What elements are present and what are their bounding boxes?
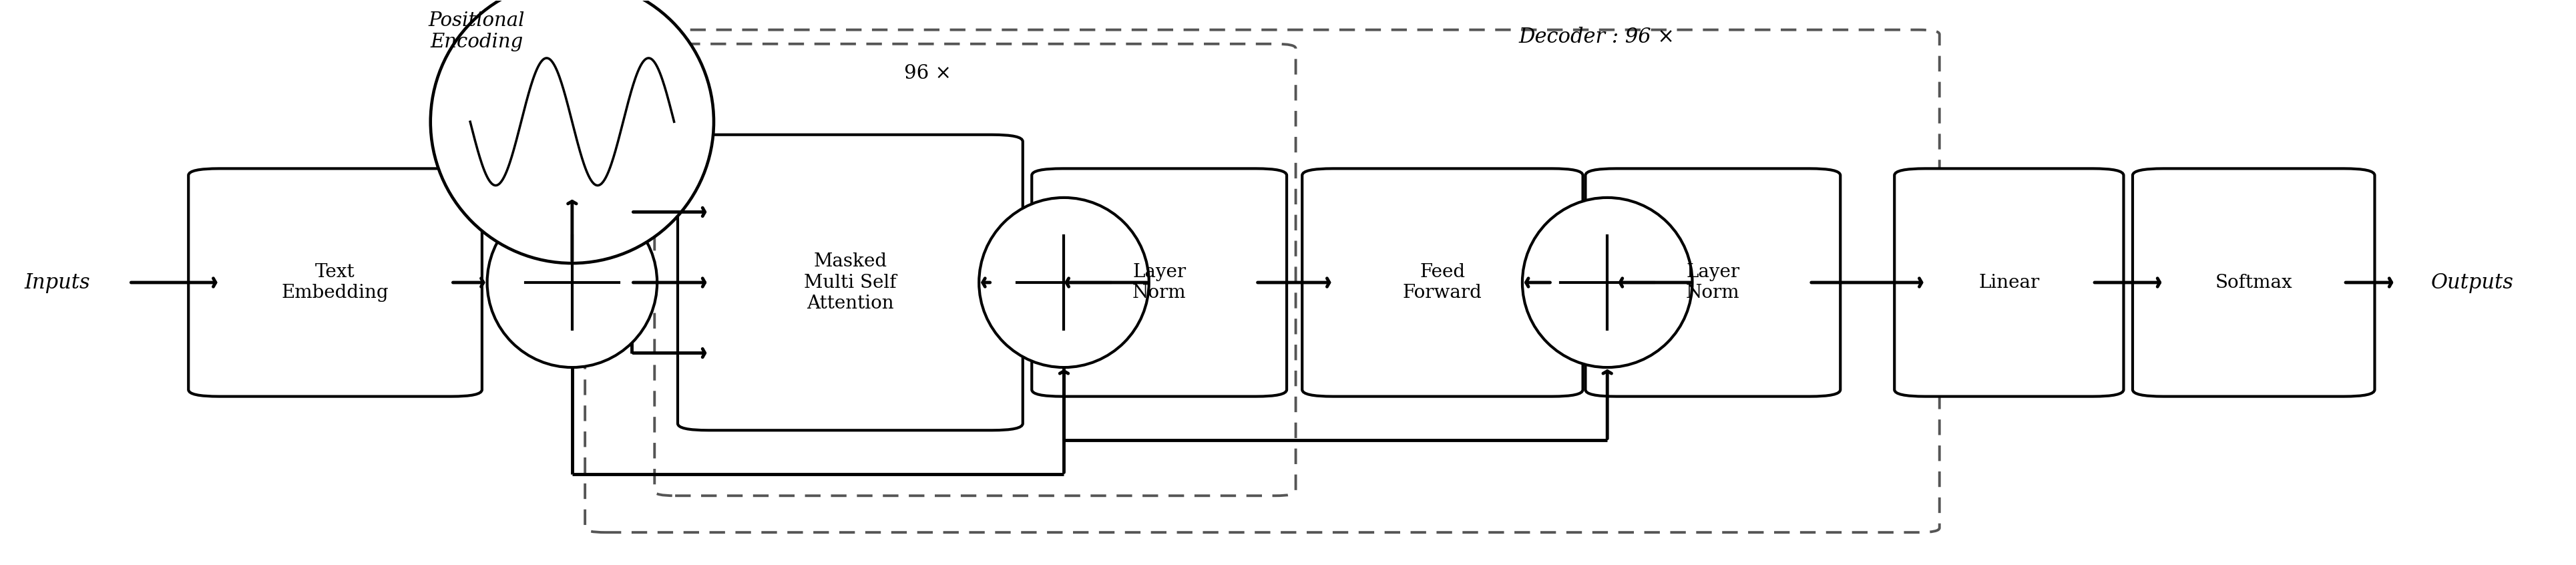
FancyBboxPatch shape (1893, 168, 2123, 397)
FancyBboxPatch shape (1033, 168, 1288, 397)
FancyBboxPatch shape (585, 30, 1940, 532)
Text: Feed
Forward: Feed Forward (1404, 263, 1481, 302)
Ellipse shape (979, 198, 1149, 367)
Text: Softmax: Softmax (2215, 273, 2293, 292)
Text: Text
Embedding: Text Embedding (281, 263, 389, 302)
FancyBboxPatch shape (677, 134, 1023, 431)
FancyBboxPatch shape (654, 44, 1296, 496)
Text: Masked
Multi Self
Attention: Masked Multi Self Attention (804, 253, 896, 312)
Text: Layer
Norm: Layer Norm (1685, 263, 1739, 302)
FancyBboxPatch shape (188, 168, 482, 397)
Text: Positional
Encoding: Positional Encoding (428, 11, 526, 51)
Ellipse shape (430, 0, 714, 263)
FancyBboxPatch shape (1301, 168, 1582, 397)
Text: Outputs: Outputs (2432, 272, 2514, 293)
Text: Layer
Norm: Layer Norm (1133, 263, 1185, 302)
Text: Inputs: Inputs (23, 272, 90, 293)
Ellipse shape (487, 198, 657, 367)
Text: Decoder : 96 ×: Decoder : 96 × (1520, 27, 1674, 47)
FancyBboxPatch shape (1584, 168, 1839, 397)
Text: Linear: Linear (1978, 273, 2040, 292)
Text: 96 ×: 96 × (904, 64, 951, 83)
FancyBboxPatch shape (2133, 168, 2375, 397)
Ellipse shape (1522, 198, 1692, 367)
